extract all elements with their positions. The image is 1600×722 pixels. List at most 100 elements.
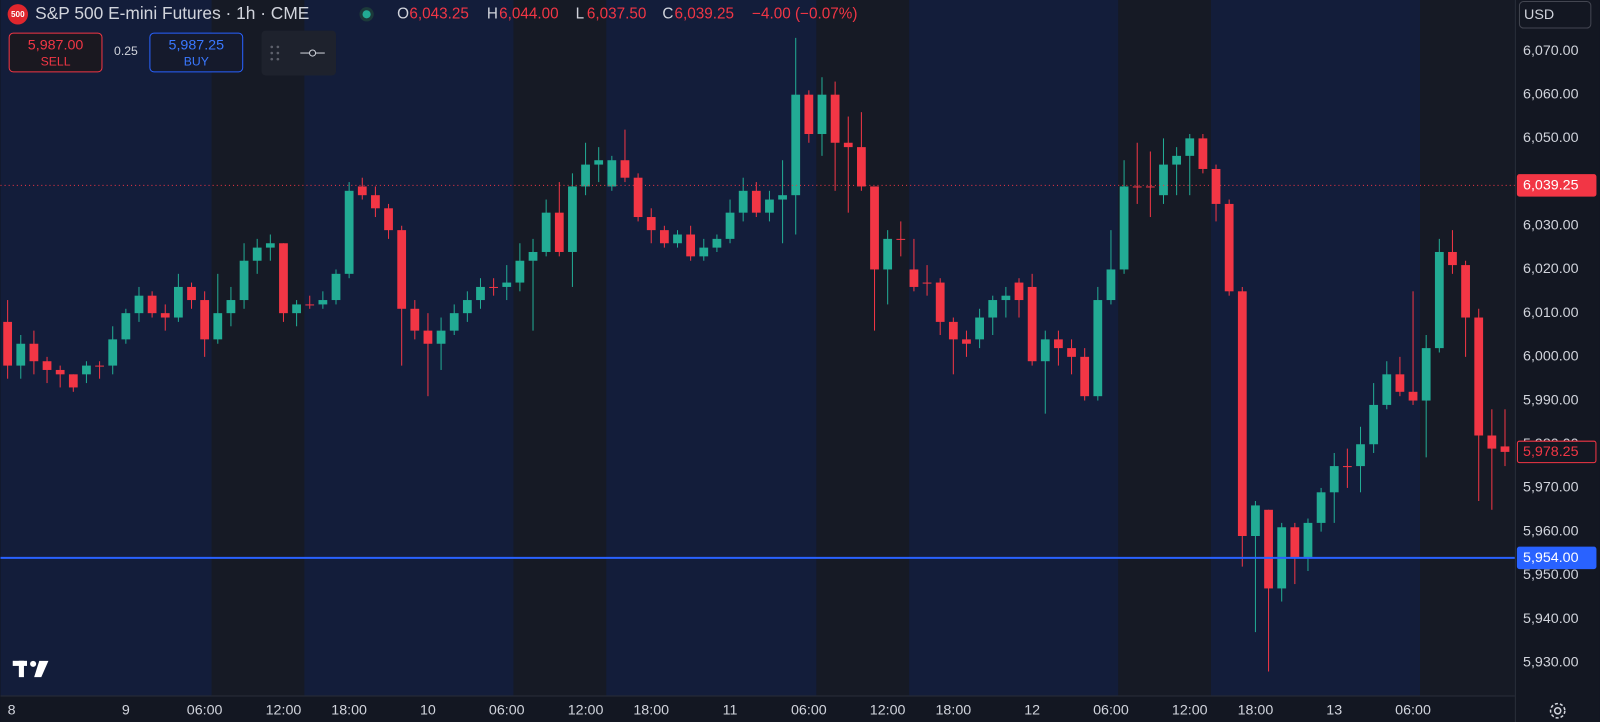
- candle-body: [935, 282, 945, 322]
- candle-body: [1185, 138, 1195, 156]
- price-tag: [1516, 174, 1597, 197]
- candle-body: [82, 365, 91, 375]
- buy-label: BUY: [184, 54, 209, 68]
- candle-body: [226, 300, 236, 314]
- buy-button[interactable]: [149, 32, 244, 73]
- y-tick-label: 6,070.00: [1523, 43, 1579, 59]
- ohlc-label: O: [397, 5, 409, 22]
- ohlc-value: 6,043.25: [409, 5, 468, 22]
- ohlc-value: 6,037.50: [587, 5, 646, 22]
- candle-body: [1290, 527, 1300, 558]
- candle-body: [462, 300, 472, 314]
- candle-body: [909, 269, 919, 287]
- y-tick-label: 5,950.00: [1523, 567, 1579, 583]
- candle-body: [515, 260, 525, 283]
- candle-body: [331, 273, 341, 301]
- y-tick-label: 5,940.00: [1523, 611, 1579, 627]
- x-tick-label: 12:00: [870, 703, 906, 719]
- candle-body: [607, 160, 617, 187]
- candle-body: [1001, 295, 1011, 301]
- candle-body: [830, 94, 840, 143]
- candle-body: [988, 300, 998, 318]
- candle-body: [1487, 435, 1497, 449]
- candle-body: [962, 339, 971, 344]
- candle-body: [1237, 291, 1247, 537]
- logo: [12, 660, 49, 678]
- candle-body: [344, 190, 354, 274]
- candle-body: [1303, 522, 1313, 558]
- x-tick-label: 10: [420, 703, 436, 719]
- plot: [0, 37, 1515, 672]
- candle-body: [686, 234, 696, 257]
- x-tick-label: 12: [1024, 703, 1040, 719]
- toolbar-widget[interactable]: [261, 30, 337, 76]
- candle-body: [659, 230, 669, 244]
- sell-button[interactable]: [8, 32, 103, 73]
- y-tick-label: 6,030.00: [1523, 218, 1579, 234]
- y-tick-label: 6,010.00: [1523, 305, 1579, 321]
- candle-body: [95, 365, 104, 367]
- candle-body: [160, 313, 170, 318]
- candle-body: [174, 286, 183, 318]
- spread: 0.25: [114, 44, 138, 58]
- candle-body: [187, 286, 196, 301]
- price-tag: [1516, 546, 1597, 570]
- candle-body: [1369, 404, 1379, 445]
- candle-body: [896, 238, 906, 240]
- x-tick-label: 18:00: [1238, 703, 1274, 719]
- ohlc-value: 6,044.00: [499, 5, 558, 22]
- candle-body: [1356, 444, 1365, 467]
- candle-body: [3, 321, 13, 366]
- currency: USD: [1524, 7, 1554, 23]
- candle-body: [1172, 155, 1182, 165]
- band-dark: [816, 0, 910, 696]
- y-tick-label: 5,960.00: [1523, 523, 1579, 539]
- symbol-title[interactable]: S&P 500 E-mini Futures · 1h · CME: [35, 3, 309, 23]
- price-tag-label: 5,954.00: [1523, 550, 1579, 566]
- candle-body: [1264, 509, 1273, 589]
- candle-body: [633, 177, 643, 218]
- candle-body: [528, 251, 538, 261]
- candle-body: [147, 295, 157, 314]
- candle-body: [1421, 348, 1431, 401]
- x-tick-label: 8: [8, 703, 16, 719]
- y-tick-label: 6,020.00: [1523, 261, 1579, 277]
- settings-icon[interactable]: [1549, 702, 1566, 719]
- candle-body: [1395, 374, 1405, 392]
- candle-body: [870, 186, 879, 270]
- candle-body: [371, 195, 380, 209]
- y-tick-label: 6,050.00: [1523, 130, 1579, 146]
- band-dark: [211, 0, 305, 696]
- candle-body: [646, 217, 656, 231]
- candle-body: [817, 94, 827, 135]
- candle-body: [357, 186, 367, 196]
- candle-body: [554, 212, 564, 252]
- session-bands: [0, 0, 1515, 696]
- y-tick-label: 5,930.00: [1523, 654, 1579, 670]
- candle-body: [1145, 186, 1155, 188]
- candle-body: [712, 238, 722, 248]
- y-tick-label: 5,970.00: [1523, 480, 1579, 496]
- symbol-badge[interactable]: [7, 4, 29, 25]
- candle-body: [765, 199, 774, 213]
- candle-body: [384, 208, 393, 231]
- candle-body: [975, 317, 984, 340]
- line-tool-icon[interactable]: [300, 49, 325, 57]
- candle-body: [1159, 164, 1168, 196]
- ohlc-label: H: [487, 5, 498, 22]
- currency-button[interactable]: [1518, 1, 1592, 29]
- x-tick-label: 12:00: [568, 703, 604, 719]
- candle-body: [1224, 203, 1234, 292]
- candle-body: [397, 230, 407, 309]
- x-tick-label: 06:00: [791, 703, 827, 719]
- x-tick-label: 06:00: [1093, 703, 1129, 719]
- price-tag-label: 5,978.25: [1523, 444, 1579, 460]
- candle-body: [778, 195, 787, 200]
- candle-body: [252, 247, 262, 261]
- candle-body: [791, 94, 801, 196]
- ohlc-label: C: [662, 5, 673, 22]
- x-tick-label: 12:00: [266, 703, 302, 719]
- x-tick-label: 06:00: [489, 703, 525, 719]
- band-dark: [1118, 0, 1211, 696]
